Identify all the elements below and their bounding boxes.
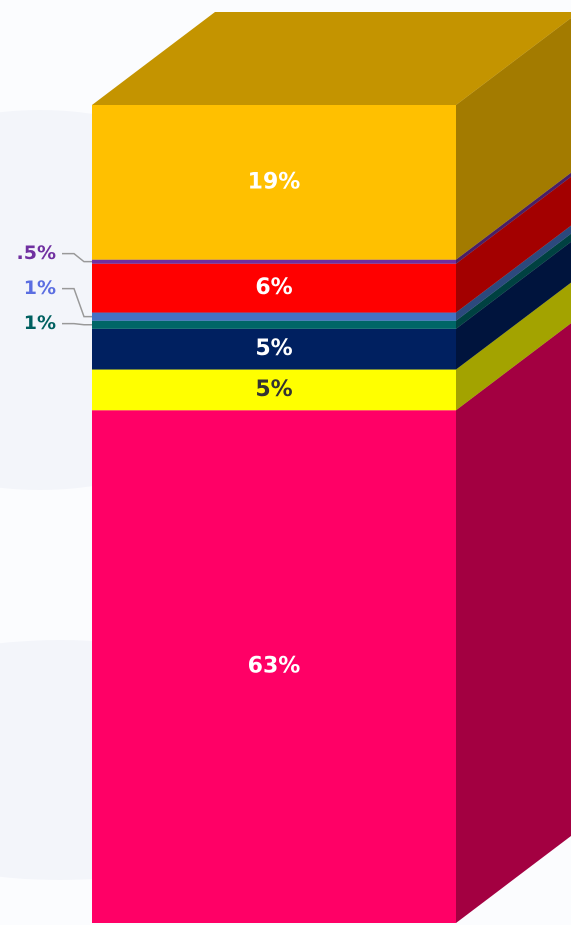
bar-side (456, 18, 571, 260)
data-label: 19% (248, 169, 301, 194)
data-label: 6% (255, 275, 292, 300)
data-label: 1% (24, 277, 56, 299)
bar-front (92, 312, 456, 321)
data-label: 5% (255, 336, 292, 361)
bar-front (92, 328, 456, 370)
bar-side (456, 282, 571, 411)
bar-front (92, 320, 456, 329)
bar-side (456, 241, 571, 370)
data-label: .5% (17, 242, 56, 264)
bar-front (92, 105, 456, 260)
bar-side (456, 323, 571, 923)
bar-front (92, 410, 456, 923)
bar-front (92, 369, 456, 411)
bar-side (456, 225, 571, 321)
bar-side (456, 172, 571, 264)
data-label: 1% (24, 312, 56, 334)
bar-top (92, 12, 571, 105)
bar-side (456, 233, 571, 329)
data-label: 63% (248, 654, 301, 679)
bar-front (92, 259, 456, 264)
data-label: 5% (255, 377, 292, 402)
leader-line (62, 322, 92, 326)
bar-front (92, 263, 456, 313)
bar-side (456, 176, 571, 313)
leader-line (62, 252, 92, 263)
leader-line (62, 287, 92, 318)
